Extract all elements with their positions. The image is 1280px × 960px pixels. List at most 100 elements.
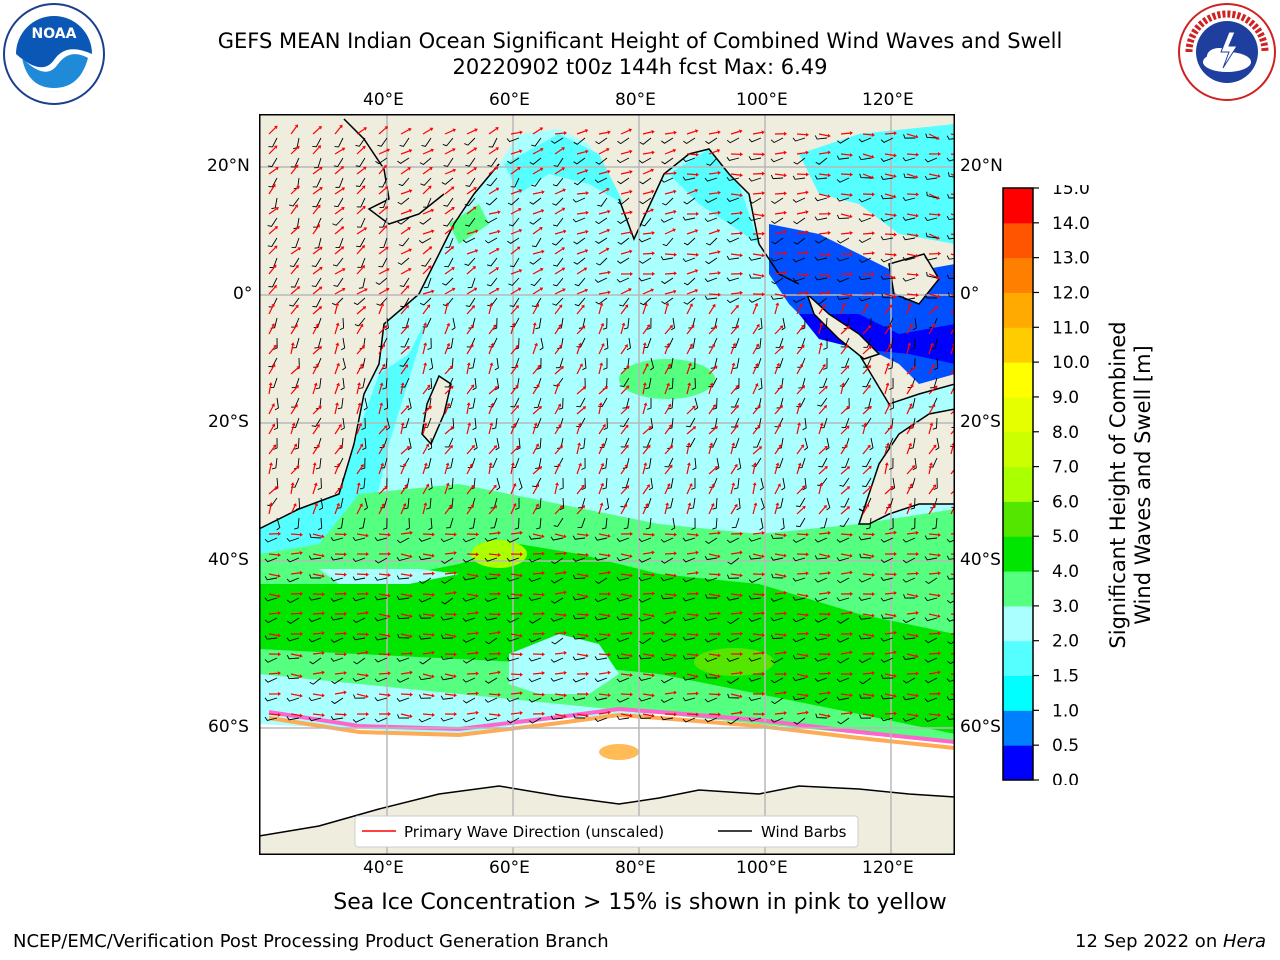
wind-barb: [396, 595, 410, 600]
wind-barb: [619, 377, 630, 388]
wave-arrow-head: [430, 148, 435, 153]
wave-arrow: [928, 405, 935, 415]
wave-arrow: [620, 426, 628, 435]
wave-arrow: [906, 405, 912, 415]
wave-arrow-head: [915, 213, 919, 218]
wind-barb: [440, 695, 454, 700]
wind-barb: [880, 175, 894, 180]
wind-barb: [825, 437, 830, 451]
wind-barb: [535, 317, 542, 330]
wave-arrow-head: [561, 167, 565, 171]
wave-arrow-head: [625, 444, 629, 449]
wind-barb: [902, 557, 916, 564]
wave-arrow-head: [805, 230, 809, 235]
wave-arrow: [642, 305, 647, 315]
wind-barb: [445, 237, 454, 248]
wave-arrow-head: [364, 288, 368, 292]
wave-arrow-head: [292, 503, 297, 507]
wave-arrow: [862, 133, 873, 136]
wind-barb: [396, 657, 410, 662]
wind-barb: [264, 657, 278, 663]
wind-barb: [643, 337, 652, 348]
wind-barb: [426, 497, 432, 510]
wind-barb: [726, 596, 740, 601]
wave-arrow-head: [626, 405, 630, 410]
wind-barb: [485, 637, 498, 645]
wave-arrow: [334, 573, 345, 576]
wind-barb: [692, 457, 697, 471]
wave-arrow-head: [783, 533, 787, 538]
wind-barb: [836, 537, 850, 543]
wind-barb: [484, 697, 498, 703]
wind-barb: [726, 237, 740, 243]
wave-arrow: [708, 673, 718, 677]
wind-barb: [885, 497, 894, 509]
wave-arrow: [554, 189, 564, 195]
wind-barb: [462, 237, 476, 244]
wave-arrow: [400, 385, 404, 395]
wind-barb: [506, 657, 520, 662]
wave-arrow-head: [519, 593, 523, 598]
wind-barb: [666, 497, 674, 509]
wind-barb: [616, 157, 630, 164]
wave-arrow: [796, 487, 804, 495]
wave-arrow: [708, 385, 713, 395]
wind-barb: [888, 357, 894, 370]
wave-arrow: [730, 466, 737, 475]
wave-arrow: [312, 407, 320, 415]
wave-arrow: [774, 327, 782, 335]
wave-arrow: [334, 632, 345, 635]
wave-arrow-head: [299, 550, 303, 555]
wind-barb: [754, 397, 762, 409]
wave-arrow: [730, 445, 734, 455]
wind-barb: [440, 616, 454, 621]
wave-arrow-head: [475, 710, 479, 715]
wind-barb: [353, 657, 366, 665]
wave-arrow: [510, 386, 518, 395]
wave-arrow-head: [731, 362, 736, 366]
wave-arrow: [774, 305, 778, 315]
wave-arrow-head: [406, 345, 410, 350]
wave-arrow-head: [805, 273, 809, 278]
wave-arrow: [620, 487, 628, 495]
wave-arrow-head: [563, 570, 567, 575]
wave-arrow: [532, 288, 541, 295]
wind-barb: [267, 157, 278, 168]
wave-arrow-head: [563, 131, 567, 136]
wave-arrow: [620, 407, 628, 415]
wave-arrow: [620, 446, 628, 455]
wave-arrow: [664, 692, 674, 695]
wave-arrow-head: [761, 231, 765, 236]
wave-arrow-head: [717, 674, 721, 679]
lat-label-left-60s: 60°S: [208, 717, 249, 737]
wave-arrow: [422, 633, 433, 636]
wave-arrow: [884, 505, 890, 515]
wave-arrow: [378, 149, 388, 155]
wind-barb: [933, 357, 939, 371]
wave-arrow: [598, 505, 603, 515]
wave-arrow: [444, 208, 453, 215]
wave-arrow: [400, 129, 410, 135]
wave-arrow-head: [449, 365, 454, 369]
wave-arrow: [334, 305, 338, 315]
wave-arrow: [378, 248, 387, 255]
wind-barb: [903, 134, 916, 139]
wind-barb: [770, 137, 784, 144]
wind-barb: [428, 477, 433, 491]
wind-barb: [447, 337, 454, 350]
wave-arrow: [752, 447, 761, 455]
wave-arrow-head: [695, 653, 699, 658]
wind-barb: [793, 157, 806, 165]
wave-arrow-head: [824, 445, 828, 450]
wave-arrow-head: [563, 693, 567, 698]
wave-arrow-head: [497, 612, 501, 617]
wave-arrow: [884, 326, 891, 335]
wave-arrow: [906, 173, 916, 178]
wave-arrow-head: [291, 422, 296, 426]
wind-barb: [308, 697, 322, 702]
wind-barb: [378, 257, 388, 268]
wind-barb: [264, 617, 278, 624]
wave-arrow-head: [497, 573, 501, 578]
wave-arrow: [752, 345, 758, 355]
wave-arrow-head: [732, 342, 737, 347]
